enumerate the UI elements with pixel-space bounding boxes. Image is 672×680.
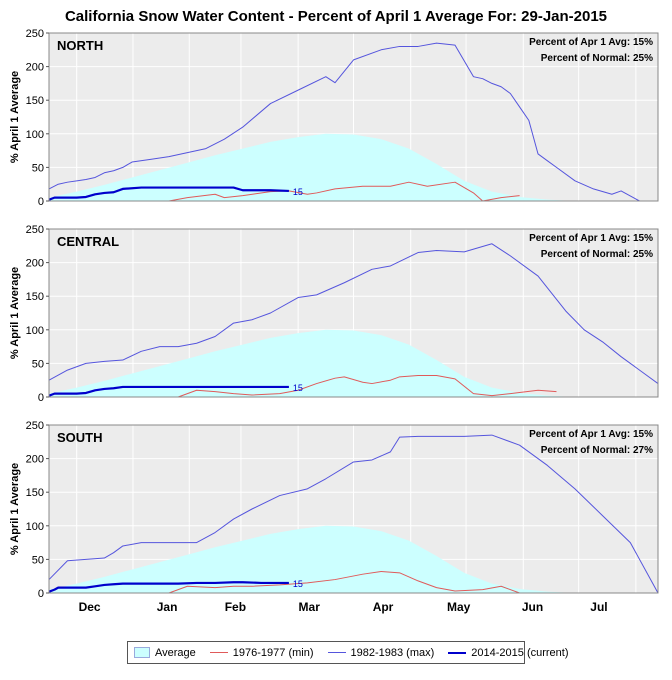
y-tick-label: 100 — [26, 521, 44, 533]
series-min-line — [168, 181, 520, 202]
series-average-area — [49, 525, 575, 593]
legend-swatch-max — [327, 652, 346, 653]
x-tick-label-jun: Jun — [522, 600, 543, 614]
y-tick-label: 200 — [26, 258, 44, 270]
current-end-label: 15 — [293, 579, 303, 589]
y-tick-label: 250 — [26, 28, 44, 40]
plot-border — [48, 228, 659, 398]
legend-label: 1976-1977 (min) — [232, 646, 314, 659]
x-tick-label-mar: Mar — [299, 600, 321, 614]
legend-swatch-min — [209, 652, 228, 653]
series-max-line — [48, 243, 659, 384]
y-tick-label: 0 — [38, 588, 44, 600]
y-axis-label: % April 1 Average — [9, 267, 21, 359]
y-tick-label: 0 — [38, 196, 44, 208]
series-current-line — [48, 581, 289, 593]
y-tick-label: 250 — [26, 224, 44, 236]
legend-label: 1982-1983 (max) — [350, 646, 435, 659]
x-tick-label-feb: Feb — [225, 600, 246, 614]
y-axis-label: % April 1 Average — [9, 463, 21, 555]
stats-annotation: Percent of Normal: 27% — [541, 445, 653, 456]
chart-title: California Snow Water Content - Percent … — [64, 8, 608, 25]
stats-annotation: Percent of Apr 1 Avg: 15% — [529, 233, 653, 244]
stats-annotation: Percent of Apr 1 Avg: 15% — [529, 429, 653, 440]
legend-swatch-average — [134, 647, 150, 658]
series-current-line — [48, 186, 289, 201]
stats-annotation: Percent of Normal: 25% — [541, 249, 653, 260]
plot-border — [48, 424, 659, 594]
legend-item-average: Average — [134, 647, 196, 659]
current-end-label: 15 — [293, 187, 303, 197]
y-tick-label: 200 — [26, 62, 44, 74]
series-max-line — [48, 434, 659, 594]
y-tick-label: 250 — [26, 420, 44, 432]
x-tick-label-dec: Dec — [79, 600, 101, 614]
region-label: CENTRAL — [57, 234, 119, 249]
y-tick-label: 0 — [38, 392, 44, 404]
series-min-line — [168, 570, 520, 594]
x-tick-label-jan: Jan — [157, 600, 178, 614]
legend-label: 2014-2015 (current) — [471, 646, 569, 659]
y-tick-label: 50 — [32, 162, 44, 174]
legend-label: Average — [155, 646, 196, 659]
legend-item-current: 2014-2015 (current) — [448, 646, 569, 659]
y-tick-label: 50 — [32, 358, 44, 370]
x-tick-label-may: May — [447, 600, 471, 614]
chart-legend: Average 1976-1977 (min) 1982-1983 (max) 201… — [127, 641, 569, 664]
y-axis-label: % April 1 Average — [9, 71, 21, 163]
y-tick-label: 100 — [26, 325, 44, 337]
y-tick-label: 50 — [32, 554, 44, 566]
stats-annotation: Percent of Apr 1 Avg: 15% — [529, 37, 653, 48]
x-tick-label-jul: Jul — [590, 600, 607, 614]
current-end-label: 15 — [293, 383, 303, 393]
plot-border — [48, 32, 659, 202]
region-label: SOUTH — [57, 430, 103, 445]
stats-annotation: Percent of Normal: 25% — [541, 53, 653, 64]
series-max-line — [48, 42, 640, 202]
region-label: NORTH — [57, 38, 103, 53]
y-tick-label: 150 — [26, 291, 44, 303]
legend-item-max: 1982-1983 (max) — [327, 646, 435, 659]
x-tick-label-apr: Apr — [373, 600, 394, 614]
y-tick-label: 150 — [26, 95, 44, 107]
legend-item-min: 1976-1977 (min) — [209, 646, 314, 659]
series-current-line — [48, 385, 289, 397]
y-tick-label: 100 — [26, 129, 44, 141]
y-tick-label: 200 — [26, 454, 44, 466]
y-tick-label: 150 — [26, 487, 44, 499]
series-average-area — [49, 329, 575, 397]
legend-swatch-current — [448, 651, 467, 654]
series-min-line — [178, 374, 557, 398]
